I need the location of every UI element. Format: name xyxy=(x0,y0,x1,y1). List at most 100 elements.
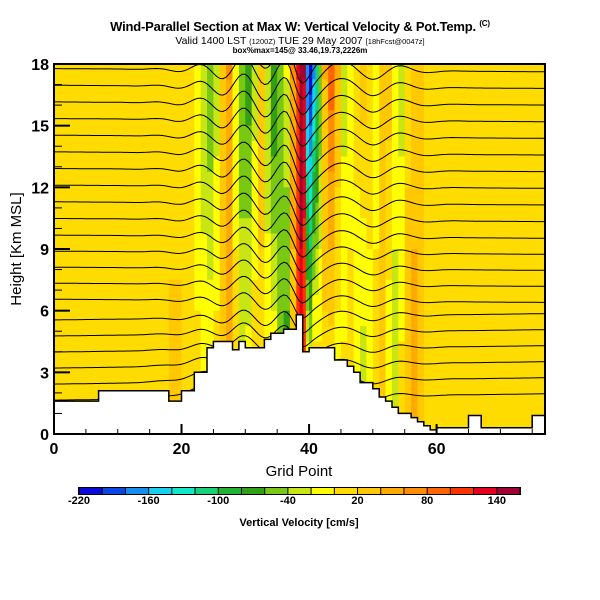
field-cell xyxy=(462,310,476,327)
field-cell xyxy=(305,125,310,142)
field-cell xyxy=(258,310,266,327)
field-cell xyxy=(449,94,463,111)
field-cell xyxy=(449,202,463,219)
field-cell xyxy=(417,356,425,373)
field-cell xyxy=(117,233,132,250)
colorbar-swatch xyxy=(172,488,195,494)
field-cell xyxy=(168,233,183,250)
field-cell xyxy=(423,264,438,281)
field-cell xyxy=(251,218,259,235)
field-cell xyxy=(143,94,157,111)
field-cell xyxy=(525,156,545,173)
field-cell xyxy=(366,341,374,358)
field-cell xyxy=(117,125,132,142)
field-cell xyxy=(391,218,399,235)
field-cell xyxy=(525,94,545,111)
field-cell xyxy=(296,295,301,312)
field-cell xyxy=(79,233,93,250)
field-cell xyxy=(379,141,387,158)
field-cell xyxy=(181,202,195,219)
field-cell xyxy=(372,79,380,96)
y-tick-label: 3 xyxy=(40,365,49,382)
field-cell xyxy=(312,326,317,343)
field-cell xyxy=(54,264,68,281)
field-cell xyxy=(305,264,310,281)
field-cell xyxy=(462,202,476,219)
field-cell xyxy=(318,187,323,204)
field-cell xyxy=(379,187,387,204)
field-cell xyxy=(340,341,348,358)
field-cell xyxy=(318,202,323,219)
field-cell xyxy=(207,171,215,188)
field-cell xyxy=(226,295,234,312)
terrain-profile xyxy=(54,314,545,434)
field-cell xyxy=(487,279,501,296)
field-cell xyxy=(525,264,545,281)
field-cell xyxy=(258,187,266,204)
field-cell xyxy=(277,64,285,81)
colorbar-swatch xyxy=(265,488,288,494)
field-cell xyxy=(513,326,527,343)
field-cell xyxy=(312,295,317,312)
field-cell xyxy=(353,295,361,312)
field-cell xyxy=(200,341,208,358)
field-cell xyxy=(277,218,285,235)
field-cell xyxy=(219,233,227,250)
field-cell xyxy=(264,187,272,204)
field-cell xyxy=(143,264,157,281)
field-cell xyxy=(302,79,307,96)
field-cell xyxy=(321,202,329,219)
field-cell xyxy=(353,310,361,327)
field-cell xyxy=(398,233,406,250)
field-cell xyxy=(299,249,304,266)
field-cell xyxy=(449,279,463,296)
field-cell xyxy=(258,141,266,158)
y-tick-label: 0 xyxy=(40,427,49,444)
field-cell xyxy=(436,171,450,188)
field-cell xyxy=(264,218,272,235)
field-cell xyxy=(513,79,527,96)
field-cell xyxy=(398,403,406,420)
field-cell xyxy=(347,279,355,296)
field-cell xyxy=(302,202,307,219)
field-cell xyxy=(487,141,501,158)
field-cell xyxy=(283,94,291,111)
field-cell xyxy=(411,125,419,142)
field-cell xyxy=(213,79,221,96)
field-cell xyxy=(391,264,399,281)
colorbar-swatch xyxy=(149,488,172,494)
field-cell xyxy=(500,295,514,312)
field-cell xyxy=(66,94,81,111)
field-cell xyxy=(318,218,323,235)
field-cell xyxy=(213,94,221,111)
field-cell xyxy=(277,125,285,142)
field-cell xyxy=(423,249,438,266)
field-cell xyxy=(404,279,412,296)
y-tick-label: 15 xyxy=(31,119,49,136)
field-cell xyxy=(92,202,106,219)
field-cell xyxy=(366,171,374,188)
field-cell xyxy=(200,110,208,127)
field-cell xyxy=(385,156,393,173)
field-cell xyxy=(372,156,380,173)
field-cell xyxy=(299,295,304,312)
field-cell xyxy=(156,233,170,250)
field-cell xyxy=(54,295,68,312)
field-cell xyxy=(436,141,450,158)
field-cell xyxy=(207,279,215,296)
field-cell xyxy=(219,141,227,158)
field-cell xyxy=(417,310,425,327)
field-cell xyxy=(347,94,355,111)
field-cell xyxy=(334,295,342,312)
field-cell xyxy=(302,233,307,250)
field-cell xyxy=(525,372,545,389)
field-cell xyxy=(117,356,132,373)
field-cell xyxy=(207,110,215,127)
field-cell xyxy=(302,341,307,358)
field-cell xyxy=(226,310,234,327)
chart-title-text: Wind-Parallel Section at Max W: Vertical… xyxy=(110,19,476,34)
field-cell xyxy=(436,356,450,373)
field-cell xyxy=(328,310,336,327)
field-cell xyxy=(232,279,240,296)
